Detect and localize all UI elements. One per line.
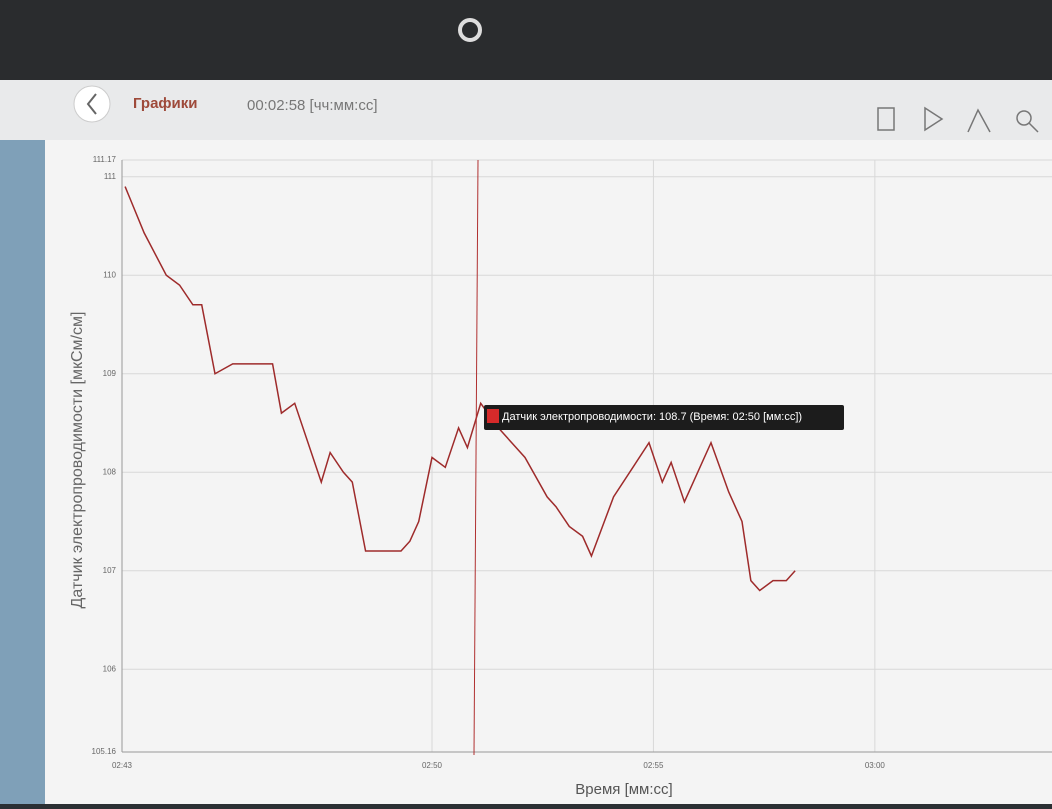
header-title: Графики [133,95,198,112]
bezel [0,0,1052,80]
x-tick-label: 02:43 [112,761,133,770]
tooltip-swatch [487,409,499,423]
search-button[interactable] [1016,110,1032,126]
tooltip-text: Датчик электропроводимости: 108.7 (Время… [502,411,802,423]
header-time: 00:02:58 [чч:мм:сс] [247,97,377,114]
x-tick-label: 03:00 [865,761,886,770]
x-tick-label: 02:50 [422,761,443,770]
export-button[interactable] [877,107,895,131]
tooltip-box [484,405,844,430]
camera [458,18,482,42]
search-handle [1028,122,1039,133]
y-tick-label: 109 [103,369,117,378]
y-tick-label: 111 [104,172,117,181]
x-tick-label: 02:55 [643,761,664,770]
play-button[interactable] [924,106,944,132]
back-button[interactable] [73,85,111,123]
tool-button[interactable] [967,108,991,133]
x-axis-label: Время [мм:сс] [575,781,672,798]
y-tick-label: 105.16 [92,747,117,756]
sidebar [0,140,45,804]
crosshair [473,159,479,756]
y-tick-label: 108 [103,467,117,476]
y-tick-label: 110 [103,270,116,279]
y-tick-label: 111.17 [93,155,117,164]
data-line [124,186,796,592]
plot: 105.16 106 107 108 109 110 111 111.17 02:43 02:50… [92,155,1052,770]
y-tick-label: 107 [103,566,117,575]
y-axis-label: Датчик электропроводимости [мкСм/см] [69,312,86,609]
y-tick-label: 106 [103,664,117,673]
back-icon [86,93,97,115]
